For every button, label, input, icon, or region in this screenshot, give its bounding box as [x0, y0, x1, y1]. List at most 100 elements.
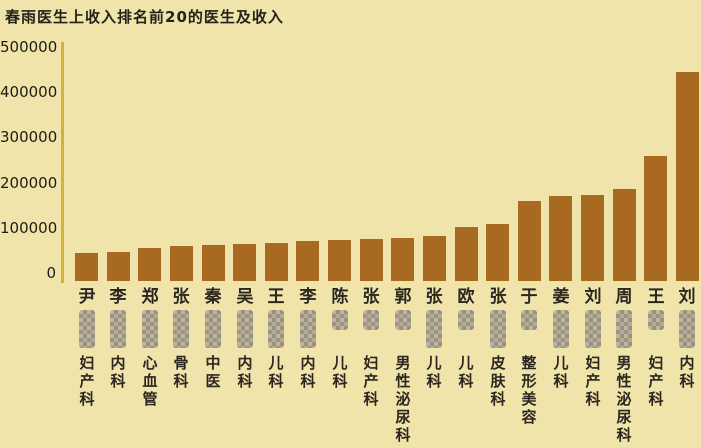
- bar-李-2: [107, 252, 130, 281]
- doctor-surname: 李: [109, 287, 127, 307]
- y-tick-label: 100000: [0, 218, 58, 237]
- department-char: 内: [679, 354, 695, 372]
- department-char: 产: [585, 372, 601, 390]
- doctor-department: 中医: [204, 354, 222, 390]
- censored-given-name-block: [300, 310, 316, 348]
- doctor-surname: 陈: [331, 287, 349, 307]
- department-char: 皮: [490, 354, 506, 372]
- doctor-department: 妇产科: [78, 354, 96, 408]
- doctor-surname: 张: [489, 287, 507, 307]
- doctor-surname: 郭: [394, 287, 412, 307]
- department-char: 科: [363, 390, 379, 408]
- censored-given-name-block: [268, 310, 284, 348]
- department-char: 科: [395, 426, 411, 444]
- department-char: 科: [268, 372, 284, 390]
- department-char: 尿: [395, 408, 411, 426]
- censored-given-name-block: [173, 310, 189, 348]
- censored-given-name-block: [110, 310, 126, 348]
- doctor-surname: 于: [520, 287, 538, 307]
- doctor-department: 整形美容: [520, 354, 538, 426]
- x-label-group: 吴内科: [229, 288, 261, 448]
- x-label-group: 李内科: [102, 288, 134, 448]
- department-char: 儿: [332, 354, 348, 372]
- doctor-surname: 刘: [584, 287, 602, 307]
- department-char: 妇: [648, 354, 664, 372]
- department-char: 医: [205, 372, 221, 390]
- x-label-group: 刘妇产科: [577, 288, 609, 448]
- x-label-group: 陈儿科: [324, 288, 356, 448]
- x-label-group: 李内科: [292, 288, 324, 448]
- doctor-department: 妇产科: [647, 354, 665, 408]
- censored-given-name-block: [648, 310, 664, 330]
- censored-given-name-block: [395, 310, 411, 330]
- department-char: 科: [458, 372, 474, 390]
- censored-given-name-block: [142, 310, 158, 348]
- department-char: 科: [616, 426, 632, 444]
- department-char: 妇: [585, 354, 601, 372]
- department-char: 科: [237, 372, 253, 390]
- doctor-surname: 尹: [78, 287, 96, 307]
- doctor-surname: 姜: [552, 287, 570, 307]
- department-char: 妇: [79, 354, 95, 372]
- bar-王-7: [265, 243, 288, 281]
- doctor-department: 儿科: [331, 354, 349, 390]
- censored-given-name-block: [521, 310, 537, 330]
- bar-尹-1: [75, 253, 98, 281]
- doctor-department: 内科: [299, 354, 317, 390]
- doctor-department: 心血管: [141, 354, 159, 408]
- department-char: 科: [553, 372, 569, 390]
- bar-刘-20: [676, 72, 699, 281]
- department-char: 骨: [173, 354, 189, 372]
- bar-周-18: [613, 189, 636, 281]
- doctor-department: 骨科: [172, 354, 190, 390]
- department-char: 整: [521, 354, 537, 372]
- department-char: 泌: [616, 390, 632, 408]
- censored-given-name-block: [616, 310, 632, 348]
- department-char: 科: [679, 372, 695, 390]
- y-tick-label: 300000: [0, 128, 58, 147]
- department-char: 肤: [490, 372, 506, 390]
- censored-given-name-block: [458, 310, 474, 330]
- x-label-group: 秦中医: [197, 288, 229, 448]
- department-char: 科: [426, 372, 442, 390]
- x-label-group: 刘内科: [671, 288, 701, 448]
- x-label-group: 姜儿科: [545, 288, 577, 448]
- bar-欧-13: [455, 227, 478, 281]
- y-axis-line: [61, 42, 64, 283]
- doctor-surname: 秦: [204, 287, 222, 307]
- doctor-department: 妇产科: [362, 354, 380, 408]
- department-char: 容: [521, 408, 537, 426]
- doctor-surname: 欧: [457, 287, 475, 307]
- department-char: 儿: [553, 354, 569, 372]
- y-tick-label: 0: [46, 264, 56, 282]
- bar-张-10: [360, 239, 383, 281]
- doctor-surname: 吴: [236, 287, 254, 307]
- doctor-surname: 李: [299, 287, 317, 307]
- department-char: 内: [110, 354, 126, 372]
- department-char: 儿: [458, 354, 474, 372]
- department-char: 内: [300, 354, 316, 372]
- x-label-group: 王儿科: [260, 288, 292, 448]
- bar-刘-17: [581, 195, 604, 281]
- department-char: 泌: [395, 390, 411, 408]
- department-char: 科: [79, 390, 95, 408]
- y-tick-label: 500000: [0, 38, 58, 56]
- censored-given-name-block: [79, 310, 95, 348]
- department-char: 性: [616, 372, 632, 390]
- doctor-department: 妇产科: [584, 354, 602, 408]
- department-char: 儿: [426, 354, 442, 372]
- censored-given-name-block: [332, 310, 348, 330]
- department-char: 儿: [268, 354, 284, 372]
- doctor-department: 内科: [678, 354, 696, 390]
- department-char: 中: [205, 354, 221, 372]
- doctor-department: 儿科: [267, 354, 285, 390]
- department-char: 管: [142, 390, 158, 408]
- doctor-surname: 郑: [141, 287, 159, 307]
- bar-王-19: [644, 156, 667, 281]
- doctor-surname: 张: [425, 287, 443, 307]
- department-char: 科: [110, 372, 126, 390]
- department-char: 内: [237, 354, 253, 372]
- doctor-department: 儿科: [552, 354, 570, 390]
- y-tick-label: 200000: [0, 173, 58, 192]
- x-label-group: 张妇产科: [355, 288, 387, 448]
